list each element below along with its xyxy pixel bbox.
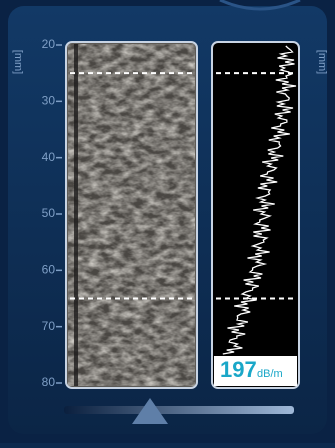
slider-track[interactable] [64,406,294,414]
depth-label: 30 [42,94,56,108]
b-mode-texture [68,44,195,386]
depth-label: 20 [42,37,56,51]
depth-label: 60 [42,263,56,277]
depth-label: 50 [42,206,56,220]
ultrasound-view: [mm] [mm] 197 dB/m 20 30 40 50 60 70 80 [0,0,335,443]
depth-label: 70 [42,319,56,333]
depth-label: 40 [42,150,56,164]
b-mode-shadow [74,44,78,386]
readout-value: 197 [220,357,257,382]
right-unit: [mm] [316,50,328,74]
profile-panel: 197 dB/m [212,42,299,388]
depth-label: 80 [42,375,56,389]
readout-unit: dB/m [257,368,283,380]
left-unit: [mm] [12,50,24,74]
image-panel [66,42,197,388]
